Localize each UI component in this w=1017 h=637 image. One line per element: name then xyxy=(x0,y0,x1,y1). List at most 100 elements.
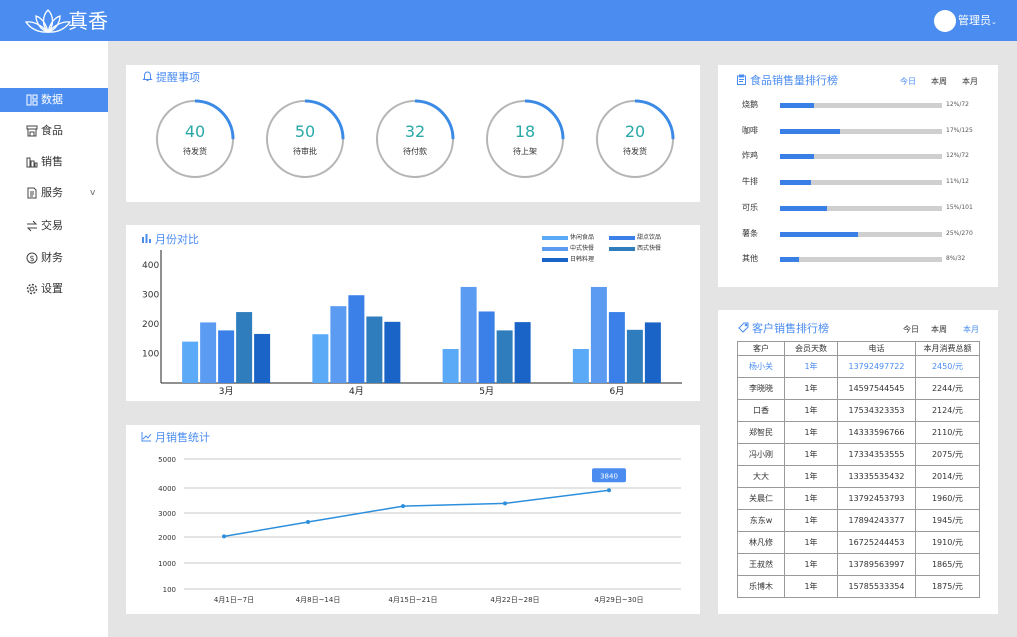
sidebar-item-food[interactable]: 食品 xyxy=(0,119,108,143)
lotus-logo-icon[interactable] xyxy=(24,6,72,36)
table-cell: 2110/元 xyxy=(915,421,980,444)
sidebar-item-service[interactable]: 服务 v xyxy=(0,181,108,205)
sidebar-item-finance[interactable]: $ 财务 xyxy=(0,246,108,270)
y-tick-label: 400 xyxy=(142,261,159,271)
ranking-progress-fill xyxy=(780,180,811,186)
table-row[interactable]: 郑智民 1年 14333596766 2110/元 xyxy=(737,421,980,444)
ranking-progress-track xyxy=(780,128,942,134)
bar[interactable] xyxy=(366,316,383,384)
reminder-label: 待审批 xyxy=(293,147,317,156)
bar[interactable] xyxy=(254,333,271,383)
x-tick-label: 5月 xyxy=(479,386,494,397)
data-point[interactable] xyxy=(306,520,310,525)
weekly-line-chart: 5000 4000 3000 2000 1000 100 4月1日~7日 4月8日~14日 4月… xyxy=(158,456,681,604)
bar[interactable] xyxy=(590,286,607,383)
bell-icon xyxy=(142,71,153,81)
bar[interactable] xyxy=(312,334,329,383)
sidebar-item-settings[interactable]: 设置 xyxy=(0,277,108,301)
table-row[interactable]: 李晓晓 1年 14597544545 2244/元 xyxy=(737,377,980,400)
bar[interactable] xyxy=(200,322,217,383)
table-cell: 16725244453 xyxy=(837,531,916,554)
progress-ring xyxy=(485,99,565,179)
sidebar-item-label: 数据 xyxy=(41,93,63,106)
ranking-row: 烧鹅 12%/72 xyxy=(732,99,982,111)
y-tick-label: 100 xyxy=(163,586,176,594)
reminder-ring[interactable]: 50 待审批 xyxy=(265,99,345,179)
table-row[interactable]: 林凡修 1年 16725244453 1910/元 xyxy=(737,531,980,554)
progress-ring xyxy=(265,99,345,179)
bar[interactable] xyxy=(572,349,589,383)
tab-today[interactable]: 今日 xyxy=(903,325,919,334)
avatar[interactable] xyxy=(934,10,956,32)
table-row[interactable]: 杨小关 1年 13792497722 2450/元 xyxy=(737,355,980,378)
data-point[interactable] xyxy=(607,488,611,493)
clipboard-icon xyxy=(737,74,746,85)
reminder-label: 待付款 xyxy=(403,147,427,156)
legend-label: 休闲食品 xyxy=(570,234,595,241)
ranking-progress-track xyxy=(780,154,942,160)
table-row[interactable]: 王叔然 1年 13789563997 1865/元 xyxy=(737,553,980,576)
x-tick-label: 4月1日~7日 xyxy=(214,596,254,604)
data-point[interactable] xyxy=(222,534,226,539)
bar[interactable] xyxy=(442,349,459,383)
bar-chart-icon xyxy=(142,234,151,243)
reminders-card: 提醒事项 40 待发货 50 待审批 32 待付款 18 待上架 20 待发货 xyxy=(126,65,700,202)
legend-swatch xyxy=(542,247,568,251)
reminder-ring[interactable]: 20 待发货 xyxy=(595,99,675,179)
sidebar-item-trade[interactable]: 交易 xyxy=(0,214,108,238)
table-cell: 1年 xyxy=(784,531,838,554)
bar[interactable] xyxy=(644,322,661,383)
table-cell: 13789563997 xyxy=(837,553,916,576)
table-cell: 1945/元 xyxy=(915,509,980,532)
table-row[interactable]: 大大 1年 13335535432 2014/元 xyxy=(737,465,980,488)
ranking-progress-fill xyxy=(780,103,815,108)
bar[interactable] xyxy=(218,330,235,383)
table-cell: 1年 xyxy=(784,487,838,510)
bar[interactable] xyxy=(478,311,495,383)
bar[interactable] xyxy=(348,295,365,383)
data-point[interactable] xyxy=(401,504,405,509)
bar[interactable] xyxy=(182,341,199,383)
table-cell: 冯小刚 xyxy=(737,443,785,466)
tab-month[interactable]: 本月 xyxy=(962,77,978,86)
tab-month[interactable]: 本月 xyxy=(963,325,979,334)
sidebar-item-sales[interactable]: 销售 xyxy=(0,150,108,174)
legend-swatch xyxy=(609,247,635,251)
ranking-item-name: 炸鸡 xyxy=(742,151,758,161)
tab-week[interactable]: 本周 xyxy=(931,77,947,86)
reminder-ring[interactable]: 40 待发货 xyxy=(155,99,235,179)
table-cell: 1960/元 xyxy=(915,487,980,510)
table-row[interactable]: 口香 1年 17534323353 2124/元 xyxy=(737,399,980,422)
table-cell: 李晓晓 xyxy=(737,377,785,400)
bar[interactable] xyxy=(514,322,531,383)
bar[interactable] xyxy=(608,312,625,383)
bar[interactable] xyxy=(330,306,347,383)
table-row[interactable]: 东东w 1年 17894243377 1945/元 xyxy=(737,509,980,532)
bar[interactable] xyxy=(384,321,401,383)
table-cell: 乐博木 xyxy=(737,575,785,598)
tab-week[interactable]: 本周 xyxy=(931,325,947,334)
table-row[interactable]: 乐博木 1年 15785533354 1875/元 xyxy=(737,575,980,598)
data-point[interactable] xyxy=(503,501,507,506)
bar[interactable] xyxy=(496,330,513,383)
table-cell: 东东w xyxy=(737,509,785,532)
reminder-ring[interactable]: 18 待上架 xyxy=(485,99,565,179)
user-menu[interactable]: 管理员⌄ xyxy=(958,14,997,29)
tooltip-value: 3840 xyxy=(600,472,618,480)
table-cell: 14333596766 xyxy=(837,421,916,444)
tab-today[interactable]: 今日 xyxy=(900,77,916,86)
weekly-sales-title-text: 月销售统计 xyxy=(155,431,210,444)
ranking-row: 炸鸡 12%/72 xyxy=(732,150,982,162)
bar[interactable] xyxy=(626,329,643,383)
progress-ring xyxy=(155,99,235,179)
sidebar-item-data[interactable]: 数据 xyxy=(0,88,108,112)
bar[interactable] xyxy=(236,312,253,383)
table-row[interactable]: 关晨仁 1年 13792453793 1960/元 xyxy=(737,487,980,510)
legend-label: 西式快餐 xyxy=(637,245,662,252)
chevron-down-icon: ⌄ xyxy=(991,18,997,26)
bar[interactable] xyxy=(460,286,477,383)
table-row[interactable]: 冯小刚 1年 17334353555 2075/元 xyxy=(737,443,980,466)
food-ranking-card: 食品销售量排行榜 今日 本周 本月 烧鹅 12%/72 咖啡 17%/125 炸鸡 12%… xyxy=(718,65,998,287)
ranking-progress-fill xyxy=(780,154,815,160)
reminder-ring[interactable]: 32 待付款 xyxy=(375,99,455,179)
